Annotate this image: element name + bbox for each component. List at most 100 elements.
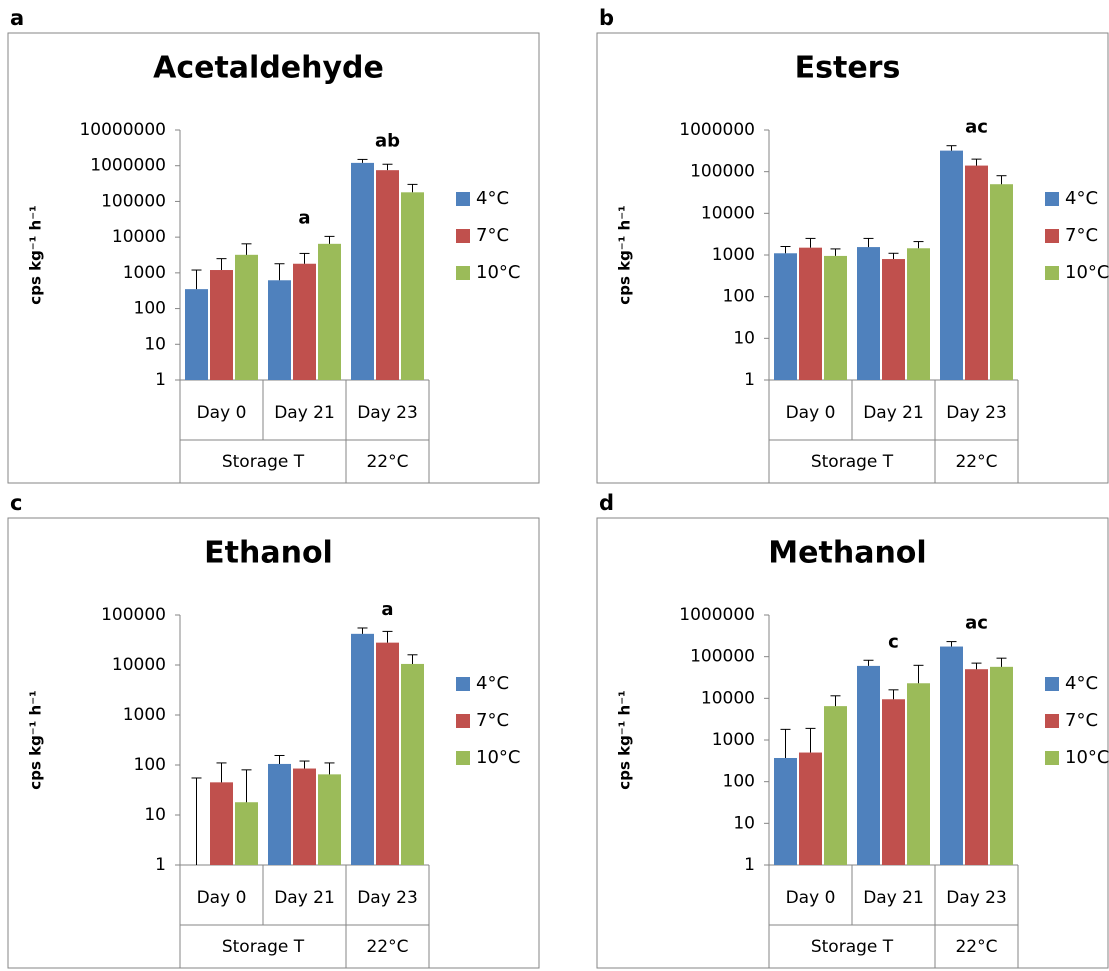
error-bar: [863, 659, 874, 666]
bar: [824, 255, 847, 380]
y-tick-label: 10: [144, 334, 166, 354]
group-label: 22°C: [955, 452, 997, 472]
y-tick-label: 100: [723, 772, 755, 792]
legend-swatch: [456, 677, 470, 691]
y-tick-label: 10000: [112, 227, 166, 247]
error-bar: [241, 769, 252, 803]
y-tick-label: 1000000: [679, 605, 755, 625]
legend-label: 10°C: [476, 747, 520, 768]
panel-frame: [596, 517, 1109, 969]
bar: [824, 706, 847, 865]
bar: [907, 683, 930, 865]
panel-frame: [7, 32, 540, 484]
x-tick-label: Day 21: [863, 888, 924, 908]
annotation: a: [298, 207, 310, 228]
panel-label: d: [599, 491, 614, 515]
error-bar: [191, 269, 202, 290]
y-axis-label: cps kg⁻¹ h⁻¹: [27, 205, 45, 304]
error-bar: [996, 175, 1007, 185]
error-bar: [888, 252, 899, 260]
error-bar: [216, 258, 227, 271]
y-tick-label: 1000000: [679, 120, 755, 140]
x-tick-label: Day 0: [786, 403, 836, 423]
bar: [210, 782, 233, 865]
error-bar: [780, 245, 791, 254]
y-tick-label: 100000: [101, 191, 166, 211]
x-tick-label: Day 23: [946, 403, 1007, 423]
legend-swatch: [1045, 192, 1059, 206]
error-bar: [382, 630, 393, 643]
y-tick-label: 1: [155, 855, 166, 875]
legend-label: 7°C: [1065, 225, 1098, 246]
y-tick-label: 1000: [712, 245, 755, 265]
bar: [940, 646, 963, 865]
y-tick-label: 10: [733, 328, 755, 348]
panel-label: a: [10, 6, 24, 30]
error-bar: [299, 760, 310, 769]
bar: [799, 752, 822, 865]
legend-label: 4°C: [476, 673, 509, 694]
bar: [882, 699, 905, 865]
error-bar: [382, 163, 393, 171]
y-tick-label: 100000: [101, 605, 166, 625]
bar: [376, 170, 399, 380]
y-axis-label: cps kg⁻¹ h⁻¹: [27, 690, 45, 789]
panel-frame: [596, 32, 1109, 484]
error-bar: [407, 183, 418, 193]
y-tick-label: 10000000: [79, 120, 166, 140]
y-tick-label: 100: [134, 299, 166, 319]
legend-label: 10°C: [1065, 262, 1109, 283]
legend-swatch: [456, 751, 470, 765]
error-bar: [863, 237, 874, 248]
panel-label: b: [599, 6, 614, 30]
legend-swatch: [1045, 229, 1059, 243]
y-tick-label: 1000000: [90, 156, 166, 176]
annotation: c: [888, 631, 899, 652]
legend-swatch: [1045, 751, 1059, 765]
y-axis-label: cps kg⁻¹ h⁻¹: [616, 690, 634, 789]
error-bar: [913, 664, 924, 684]
y-tick-label: 10: [733, 813, 755, 833]
legend-label: 4°C: [1065, 188, 1098, 209]
bar: [351, 633, 374, 865]
bar: [268, 763, 291, 865]
x-tick-label: Day 0: [197, 888, 247, 908]
annotation: ab: [375, 130, 400, 151]
group-label: Storage T: [811, 937, 894, 957]
chart-title: Acetaldehyde: [153, 51, 384, 86]
bar: [940, 150, 963, 380]
error-bar: [357, 627, 368, 634]
group-label: 22°C: [366, 452, 408, 472]
error-bar: [888, 689, 899, 700]
x-tick-label: Day 21: [863, 403, 924, 423]
y-tick-label: 1000: [123, 263, 166, 283]
legend-label: 7°C: [1065, 710, 1098, 731]
error-bar: [805, 727, 816, 753]
legend-label: 7°C: [476, 225, 509, 246]
bar: [857, 665, 880, 865]
bar: [857, 247, 880, 380]
legend-swatch: [1045, 266, 1059, 280]
bar: [965, 669, 988, 865]
error-bar: [407, 654, 418, 664]
bar: [235, 802, 258, 865]
bar: [774, 253, 797, 380]
group-label: 22°C: [366, 937, 408, 957]
bar: [799, 247, 822, 380]
error-bar: [971, 662, 982, 670]
panel: a Acetaldehyde cps kg⁻¹ h⁻¹ 1 10 100 1000 10000…: [7, 6, 540, 484]
error-bar: [913, 241, 924, 249]
bar: [351, 162, 374, 380]
error-bar: [216, 762, 227, 783]
bar: [401, 663, 424, 865]
bar: [318, 774, 341, 865]
chart-title: Ethanol: [204, 536, 333, 571]
chart-title: Esters: [795, 51, 901, 86]
y-tick-label: 100000: [690, 647, 755, 667]
panel: c Ethanol cps kg⁻¹ h⁻¹ 1 10 100 1000 10000 10000…: [7, 491, 540, 969]
x-tick-label: Day 21: [274, 888, 335, 908]
x-tick-label: Day 21: [274, 403, 335, 423]
group-label: 22°C: [955, 937, 997, 957]
bar: [293, 263, 316, 380]
